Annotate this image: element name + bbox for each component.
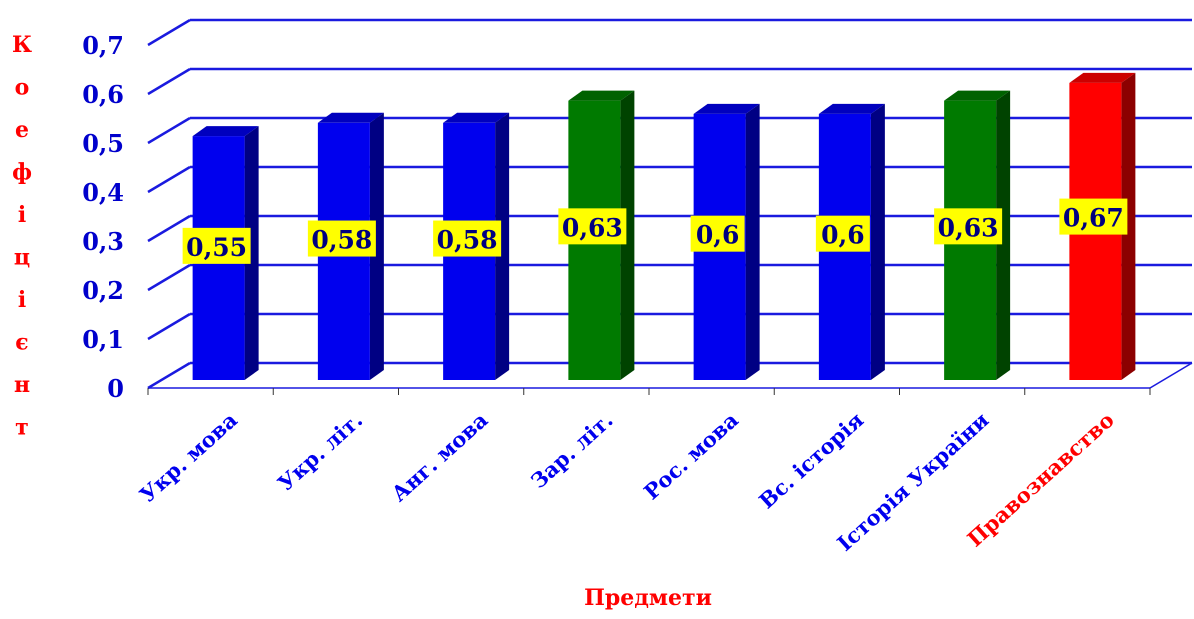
y-axis-title-letter: ф [12, 160, 32, 186]
bar-side [1121, 72, 1136, 381]
gridline-side [147, 263, 191, 292]
gridline-side [147, 214, 191, 243]
value-label-box [1059, 198, 1128, 235]
bar-top [693, 103, 760, 114]
y-tick-label: 0,7 [82, 31, 124, 60]
value-label: 0,6 [821, 221, 865, 250]
y-axis-title-letter: К [12, 32, 32, 58]
x-axis-title: Предмети [584, 585, 712, 611]
value-label-box [934, 208, 1003, 245]
y-tick-label: 0,6 [82, 80, 124, 109]
category-label: Рос. мова [639, 407, 743, 505]
value-label: 0,58 [437, 226, 498, 255]
bar-top [944, 90, 1011, 101]
y-axis-title-letter: ц [14, 245, 30, 271]
category-label: Зар. літ. [526, 407, 618, 493]
x-tick-labels: Укр. мова Укр. літ. Анг. мова Зар. літ. Рос.… [135, 407, 1119, 556]
category-label: Укр. літ. [273, 407, 367, 496]
value-label-box [690, 215, 745, 252]
bar-top [568, 90, 635, 101]
y-tick-label: 0,1 [82, 325, 124, 354]
bar-side [745, 103, 760, 381]
bar-side [996, 90, 1011, 381]
value-label: 0,67 [1063, 204, 1124, 233]
y-tick-label: 0,2 [82, 276, 124, 305]
y-tick-labels: 0 0,1 0,2 0,3 0,4 0,5 0,6 0,7 [82, 31, 124, 403]
y-axis-title-letter: н [14, 372, 30, 398]
gridline-side [147, 165, 191, 194]
category-label: Анг. мова [386, 407, 493, 506]
floor-edge [1149, 362, 1193, 389]
value-label-box [182, 227, 251, 264]
value-label: 0,6 [696, 221, 740, 250]
value-label-box [815, 215, 870, 252]
y-axis-title-letter: і [18, 202, 26, 228]
value-label: 0,55 [186, 233, 247, 262]
gridline-side [147, 312, 191, 341]
value-label: 0,63 [938, 213, 999, 242]
gridline-side [147, 116, 191, 145]
bar-side [244, 126, 259, 380]
bar-top [1069, 72, 1136, 83]
value-labels: 0,55 0,58 0,58 0,63 0,6 0,6 0,63 0,67 [182, 198, 1128, 264]
value-label: 0,58 [311, 226, 372, 255]
gridline-side [147, 361, 191, 390]
y-axis-title-letter: т [15, 415, 29, 441]
y-axis-title-letter: е [15, 117, 29, 143]
bar-top [192, 126, 259, 137]
value-label: 0,63 [562, 213, 623, 242]
bar-side [369, 112, 384, 380]
gridline-side [147, 18, 191, 47]
y-axis-title-letter: о [15, 75, 30, 101]
y-axis-title-letter: є [15, 330, 28, 356]
y-tick-label: 0,3 [82, 227, 124, 256]
value-label-box [307, 220, 376, 257]
category-label: Вс. історія [754, 407, 868, 513]
bar-side [495, 112, 510, 380]
y-axis-title-letter: і [18, 287, 26, 313]
bar-top [317, 112, 384, 123]
bar-side [620, 90, 635, 381]
gridline-side [147, 67, 191, 96]
bar-top [818, 103, 885, 114]
grid-layer [147, 18, 1193, 395]
value-label-box [558, 208, 627, 245]
bar-top [443, 112, 510, 123]
category-label: Укр. мова [135, 407, 243, 507]
y-tick-label: 0 [107, 374, 124, 403]
y-tick-label: 0,5 [82, 129, 124, 158]
y-tick-label: 0,4 [82, 178, 124, 207]
value-label-box [433, 220, 502, 257]
bar-side [870, 103, 885, 381]
